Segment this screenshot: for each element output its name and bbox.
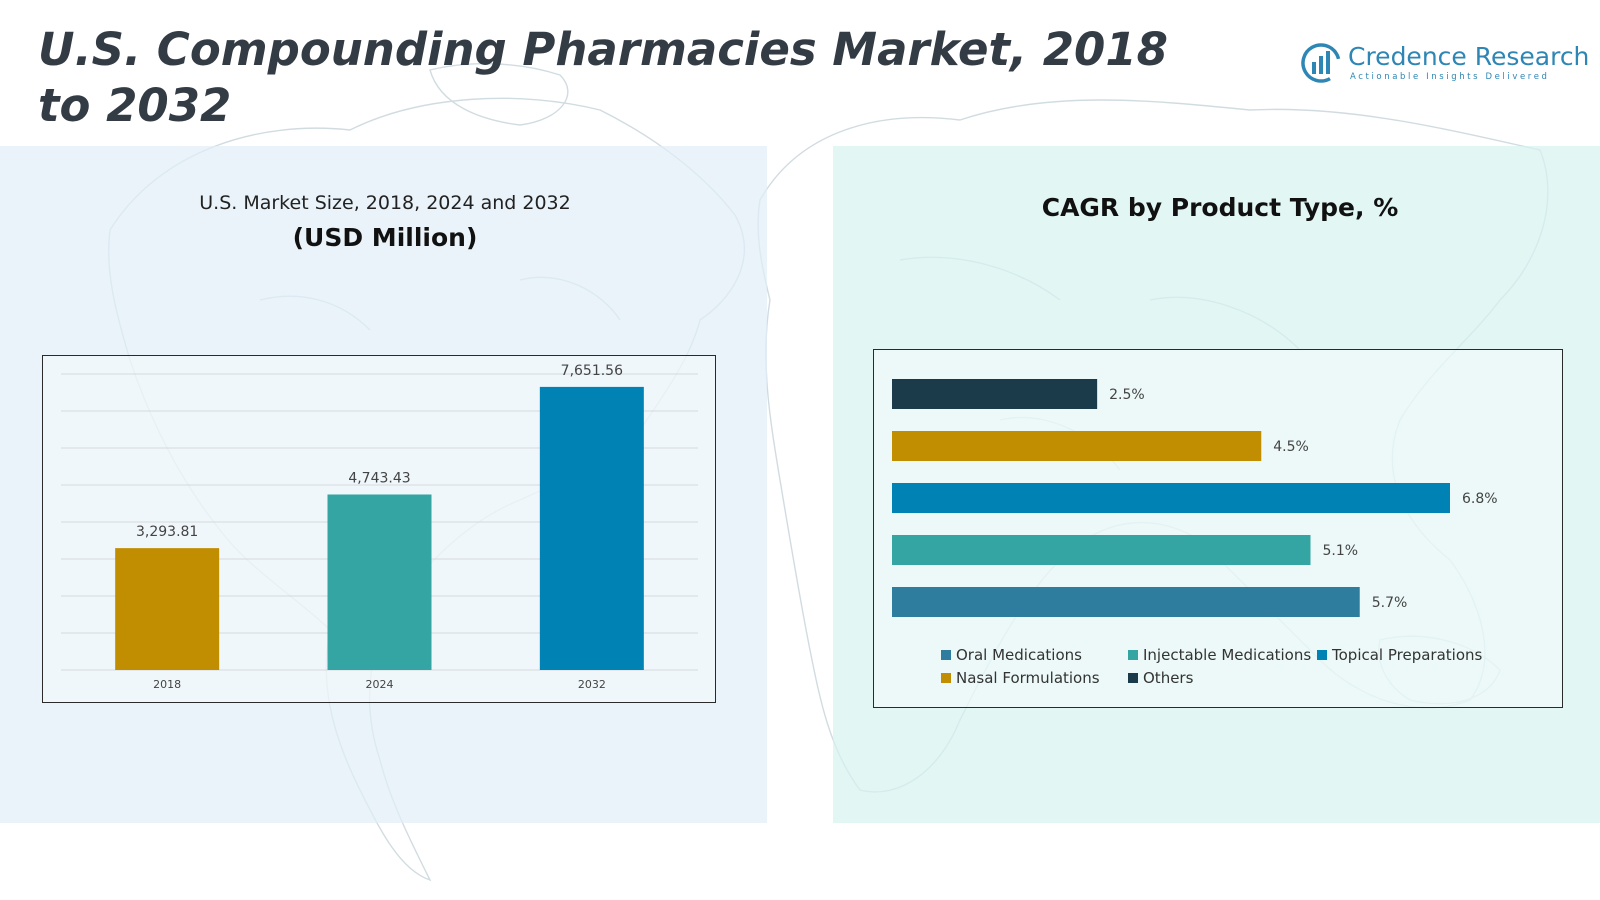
- legend-swatch: [941, 673, 951, 683]
- legend-item: Others: [1128, 669, 1193, 687]
- data-label: 5.7%: [1372, 595, 1408, 611]
- legend-label: Oral Medications: [956, 646, 1082, 664]
- bar-nasal-formulations: [892, 431, 1262, 461]
- data-label: 5.1%: [1323, 543, 1359, 559]
- legend-swatch: [1317, 650, 1327, 660]
- bar-2018: [115, 548, 220, 670]
- legend-label: Nasal Formulations: [956, 669, 1100, 687]
- legend-swatch: [1128, 650, 1138, 660]
- legend-label: Topical Preparations: [1332, 646, 1483, 664]
- data-label: 4,743.43: [348, 470, 410, 486]
- brand-logo-block: Credence Research Actionable Insights De…: [1300, 40, 1589, 90]
- bar-injectable-medications: [892, 535, 1311, 565]
- cagr-chart-title: CAGR by Product Type, %: [1041, 193, 1399, 222]
- page-title: U.S. Compounding Pharmacies Market, 2018…: [38, 23, 1168, 132]
- bar-2024: [327, 494, 432, 670]
- bar-2032: [539, 386, 644, 670]
- bar-oral-medications: [892, 587, 1360, 617]
- data-label: 2.5%: [1109, 387, 1145, 403]
- bar-chart-logo-icon: [1301, 43, 1341, 83]
- legend-swatch: [1128, 673, 1138, 683]
- legend-item: Topical Preparations: [1317, 646, 1482, 664]
- market-size-bar-chart: 3,293.81 2018 4,743.43 2024 7,651.56 2032: [61, 363, 698, 691]
- legend-swatch: [941, 650, 951, 660]
- x-tick-label: 2032: [578, 678, 606, 691]
- market-size-chart-title: U.S. Market Size, 2018, 2024 and 2032: [199, 192, 571, 214]
- x-tick-label: 2018: [153, 678, 181, 691]
- bar-others: [892, 379, 1098, 409]
- legend-item: Injectable Medications: [1128, 646, 1311, 664]
- legend-label: Injectable Medications: [1143, 646, 1312, 664]
- data-label: 4.5%: [1273, 439, 1309, 455]
- data-label: 7,651.56: [561, 363, 623, 379]
- brand-tagline: Actionable Insights Delivered: [1350, 72, 1550, 82]
- cagr-horizontal-bar-chart: 2.5% 4.5% 6.8% 5.1% 5.7%: [892, 379, 1498, 617]
- data-label: 6.8%: [1462, 491, 1498, 507]
- legend-label: Others: [1143, 669, 1194, 687]
- data-label: 3,293.81: [136, 524, 198, 540]
- x-tick-label: 2024: [366, 678, 394, 691]
- cagr-chart-frame: 2.5% 4.5% 6.8% 5.1% 5.7% Oral Medications Inj…: [873, 349, 1563, 708]
- brand-name: Credence Research: [1348, 42, 1590, 71]
- market-size-chart-unit: (USD Million): [292, 223, 478, 252]
- legend-item: Nasal Formulations: [941, 669, 1100, 687]
- market-size-chart-frame: 3,293.81 2018 4,743.43 2024 7,651.56 2032: [42, 355, 716, 703]
- bar-topical-preparations: [892, 483, 1450, 513]
- legend-item: Oral Medications: [941, 646, 1082, 664]
